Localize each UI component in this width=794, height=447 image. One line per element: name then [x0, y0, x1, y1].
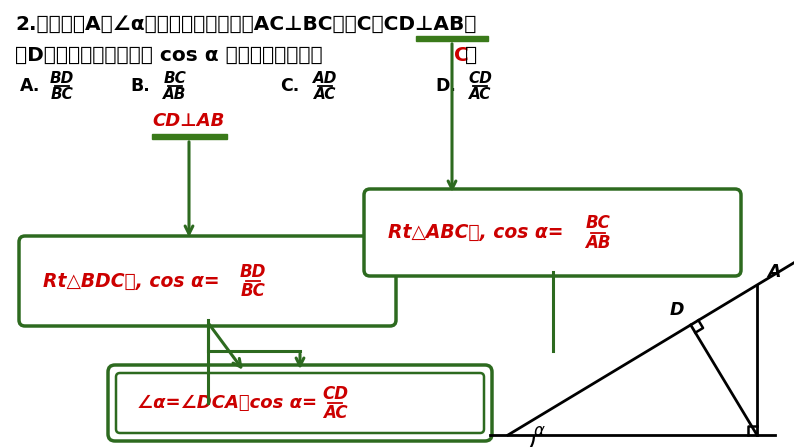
Text: D: D: [669, 301, 684, 319]
Text: BD: BD: [240, 263, 266, 281]
Text: BC: BC: [51, 87, 73, 102]
Text: BD: BD: [50, 71, 74, 86]
Text: A: A: [767, 263, 781, 281]
Text: Rt△ABC中, cos α=: Rt△ABC中, cos α=: [388, 223, 564, 242]
Text: ∠α=∠DCA，cos α=: ∠α=∠DCA，cos α=: [137, 394, 317, 412]
Text: ）: ）: [465, 46, 477, 65]
Text: B.: B.: [130, 77, 150, 95]
Bar: [152, 134, 227, 139]
Text: C.: C.: [280, 77, 299, 95]
Text: CD: CD: [468, 71, 492, 86]
Text: AC: AC: [314, 87, 336, 102]
Text: AC: AC: [322, 404, 347, 422]
Text: AC: AC: [468, 87, 491, 102]
Text: CD⊥AB: CD⊥AB: [152, 112, 225, 130]
Text: BC: BC: [241, 282, 265, 300]
FancyBboxPatch shape: [19, 236, 396, 326]
Text: Rt△BDC中, cos α=: Rt△BDC中, cos α=: [43, 271, 220, 291]
Text: D.: D.: [435, 77, 456, 95]
FancyBboxPatch shape: [108, 365, 492, 441]
Text: AB: AB: [585, 233, 611, 252]
FancyBboxPatch shape: [116, 373, 484, 433]
Text: A.: A.: [20, 77, 40, 95]
Text: AB: AB: [164, 87, 187, 102]
Text: BC: BC: [585, 215, 611, 232]
Text: C: C: [447, 46, 476, 65]
Text: 2.如图，点A为∠α边上的任意一点，作AC⊥BC于点C，CD⊥AB于: 2.如图，点A为∠α边上的任意一点，作AC⊥BC于点C，CD⊥AB于: [15, 15, 476, 34]
Text: AD: AD: [313, 71, 337, 86]
FancyBboxPatch shape: [364, 189, 741, 276]
Text: CD: CD: [322, 385, 348, 403]
Bar: [416, 36, 488, 41]
Text: 点D，下列用线段比表示 cos α 的值，错误的是（: 点D，下列用线段比表示 cos α 的值，错误的是（: [15, 46, 322, 65]
Text: α: α: [534, 422, 545, 440]
Text: BC: BC: [164, 71, 187, 86]
